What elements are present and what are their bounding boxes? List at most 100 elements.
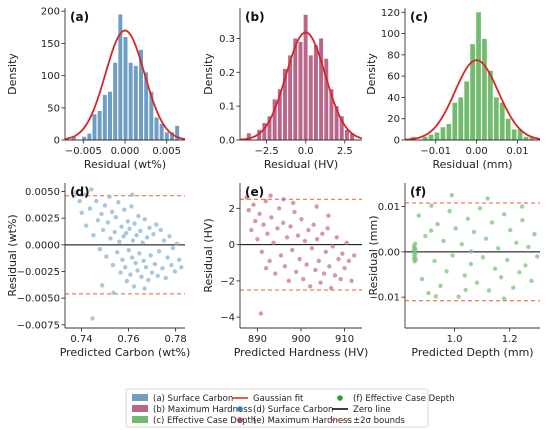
- scatter-point: [517, 270, 522, 275]
- scatter-point: [346, 258, 352, 264]
- histogram-bar: [434, 132, 440, 140]
- histogram-bar: [102, 94, 107, 140]
- scatter-point: [91, 233, 96, 238]
- y-tick-label: 0.1: [219, 102, 235, 113]
- scatter-point: [142, 217, 147, 222]
- scatter-point: [253, 218, 258, 224]
- legend-item: ±2σ bounds: [332, 416, 405, 426]
- scatter-point: [349, 278, 354, 284]
- panel-label: (e): [245, 185, 264, 199]
- scatter-point: [134, 233, 139, 238]
- scatter-point: [297, 256, 302, 262]
- scatter-point: [151, 231, 156, 237]
- x-tick-label: 890: [248, 334, 267, 345]
- legend-swatch: [132, 405, 148, 412]
- scatter-point: [127, 226, 132, 232]
- scatter-point: [97, 246, 103, 252]
- x-tick-label: 0.01: [506, 146, 528, 157]
- scatter-point: [290, 247, 295, 253]
- scatter-point: [302, 238, 308, 244]
- scatter-point: [428, 228, 434, 233]
- x-tick-label: 0.0: [298, 146, 314, 157]
- y-axis-label: Residual (HV): [202, 218, 215, 292]
- histogram-bar: [118, 14, 123, 140]
- scatter-point: [120, 257, 125, 262]
- y-tick-label: 60: [387, 72, 400, 83]
- y-tick-label: 80: [387, 50, 400, 61]
- histogram-bar: [277, 89, 282, 140]
- scatter-point: [433, 294, 439, 299]
- scatter-point: [125, 219, 131, 224]
- y-tick-label: 50: [47, 103, 60, 114]
- histogram-bar: [517, 129, 523, 140]
- scatter-point: [246, 207, 251, 213]
- scatter-point: [480, 255, 486, 260]
- y-tick-label: 40: [387, 93, 400, 104]
- y-tick-label: 0.2: [219, 68, 235, 79]
- scatter-point: [416, 213, 421, 218]
- histogram-bar: [505, 118, 511, 140]
- scatter-point: [244, 195, 249, 200]
- scatter-point: [284, 235, 290, 240]
- y-tick-label: 200: [41, 7, 60, 18]
- scatter-point: [129, 255, 135, 260]
- scatter-point: [146, 277, 151, 283]
- scatter-point: [486, 288, 492, 293]
- scatter-point: [107, 194, 112, 200]
- x-tick-label: −0.01: [420, 146, 451, 157]
- y-tick-label: −0.0025: [17, 267, 60, 278]
- scatter-point: [108, 236, 113, 241]
- scatter-point: [132, 221, 137, 226]
- histogram-bar: [458, 97, 464, 140]
- scatter-point: [133, 260, 138, 266]
- x-tick-label: 0.78: [164, 334, 186, 345]
- panel-e: 890 900 910 −4 −2 0 2 Predicted Hardness (HV) Re…: [202, 183, 368, 359]
- x-tick-label: 0.000: [111, 146, 140, 157]
- histogram-bar: [422, 136, 428, 140]
- histogram-bar: [149, 91, 154, 140]
- scatter-point: [116, 199, 121, 205]
- histogram-bar: [493, 97, 499, 140]
- panel-f: 1.0 1.2 −0.01 0.00 0.01 Predicted Depth (mm) R…: [367, 183, 540, 359]
- scatter-point: [323, 249, 329, 255]
- scatter-point: [269, 215, 274, 220]
- histogram-bar: [92, 114, 97, 140]
- histogram-bar: [344, 129, 349, 140]
- scatter-point: [89, 187, 94, 192]
- scatter-point: [267, 258, 272, 264]
- scatter-point: [268, 193, 273, 198]
- scatter-point: [179, 265, 184, 270]
- scatter-point: [115, 250, 120, 255]
- scatter-point: [275, 226, 280, 231]
- scatter-point: [505, 257, 510, 263]
- legend-label: ±2σ bounds: [353, 416, 405, 426]
- scatter-point: [271, 240, 276, 246]
- scatter-point: [111, 290, 116, 296]
- legend-label: Gaussian fit: [253, 394, 304, 404]
- scatter-point: [263, 265, 269, 271]
- scatter-point: [95, 218, 101, 223]
- scatter-point: [314, 236, 320, 242]
- scatter-point: [299, 217, 304, 222]
- scatter-point: [138, 228, 143, 234]
- legend-label: (e) Maximum Hardness: [253, 416, 353, 426]
- legend-frame: [125, 388, 429, 428]
- x-axis-label: Predicted Carbon (wt%): [60, 346, 191, 359]
- legend-item: (c) Effective Case Depth: [132, 416, 256, 426]
- histogram-bar: [293, 38, 298, 140]
- x-tick-label: −0.005: [65, 146, 102, 157]
- scatter-point: [514, 240, 519, 246]
- scatter-point: [456, 294, 461, 299]
- legend-swatch: [132, 394, 148, 401]
- y-tick-label: −4: [220, 313, 235, 324]
- histogram-bar: [298, 41, 303, 140]
- scatter-point: [474, 280, 480, 285]
- scatter-point: [523, 263, 528, 268]
- scatter-point: [342, 265, 347, 271]
- scatter-point: [124, 278, 130, 284]
- y-axis-label: Residual (wt%): [6, 214, 19, 296]
- legend-label: (d) Surface Carbon: [253, 405, 333, 415]
- scatter-point: [144, 235, 150, 240]
- scatter-point: [412, 251, 418, 256]
